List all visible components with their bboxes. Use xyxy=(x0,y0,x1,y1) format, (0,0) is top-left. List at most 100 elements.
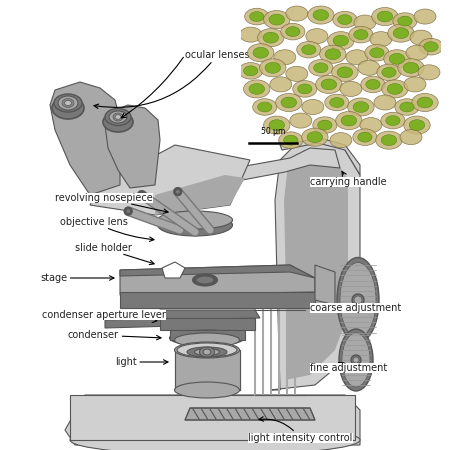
Ellipse shape xyxy=(52,97,84,119)
Ellipse shape xyxy=(333,35,349,46)
Ellipse shape xyxy=(325,49,341,60)
Bar xyxy=(160,318,255,330)
Ellipse shape xyxy=(306,29,328,44)
Ellipse shape xyxy=(337,67,353,78)
Ellipse shape xyxy=(252,99,277,115)
Polygon shape xyxy=(105,318,175,328)
Ellipse shape xyxy=(346,50,368,65)
Ellipse shape xyxy=(354,296,362,304)
Ellipse shape xyxy=(393,28,409,39)
Ellipse shape xyxy=(290,113,312,128)
Ellipse shape xyxy=(286,6,308,21)
Ellipse shape xyxy=(175,382,239,398)
Ellipse shape xyxy=(395,99,419,115)
Ellipse shape xyxy=(354,15,376,30)
Ellipse shape xyxy=(264,116,290,134)
Ellipse shape xyxy=(175,333,239,347)
Ellipse shape xyxy=(342,333,370,387)
Ellipse shape xyxy=(64,100,72,105)
Ellipse shape xyxy=(124,207,132,215)
Bar xyxy=(175,350,240,390)
Ellipse shape xyxy=(199,347,215,357)
Text: light intensity control: light intensity control xyxy=(248,417,352,443)
Ellipse shape xyxy=(177,343,237,357)
Polygon shape xyxy=(185,408,315,420)
Ellipse shape xyxy=(302,128,328,146)
Ellipse shape xyxy=(275,94,302,112)
Ellipse shape xyxy=(417,97,433,108)
Bar xyxy=(70,395,355,440)
Polygon shape xyxy=(90,145,250,215)
Polygon shape xyxy=(280,138,360,175)
Ellipse shape xyxy=(249,84,265,94)
Text: objective lens: objective lens xyxy=(60,217,154,242)
Text: condenser: condenser xyxy=(68,330,161,340)
Ellipse shape xyxy=(353,102,369,112)
Polygon shape xyxy=(195,148,340,188)
Ellipse shape xyxy=(297,84,312,94)
Ellipse shape xyxy=(187,347,227,357)
Ellipse shape xyxy=(381,112,405,129)
Ellipse shape xyxy=(341,115,357,126)
Ellipse shape xyxy=(139,192,144,197)
Ellipse shape xyxy=(194,348,220,356)
Ellipse shape xyxy=(381,135,397,146)
Ellipse shape xyxy=(377,64,401,81)
Ellipse shape xyxy=(354,30,368,40)
Text: condenser aperture lever: condenser aperture lever xyxy=(42,310,166,323)
Ellipse shape xyxy=(348,98,374,116)
Ellipse shape xyxy=(358,60,380,75)
Ellipse shape xyxy=(279,132,303,148)
Ellipse shape xyxy=(284,135,298,145)
Ellipse shape xyxy=(314,63,328,73)
Ellipse shape xyxy=(400,130,422,145)
Ellipse shape xyxy=(398,59,424,77)
Ellipse shape xyxy=(302,45,316,55)
Ellipse shape xyxy=(412,94,438,112)
Ellipse shape xyxy=(309,59,333,76)
Ellipse shape xyxy=(238,63,263,79)
Polygon shape xyxy=(120,265,315,278)
Ellipse shape xyxy=(388,24,414,42)
Ellipse shape xyxy=(264,10,290,29)
Ellipse shape xyxy=(70,425,360,450)
Ellipse shape xyxy=(105,108,131,126)
Polygon shape xyxy=(120,292,315,308)
Ellipse shape xyxy=(315,75,342,94)
Ellipse shape xyxy=(406,45,428,60)
Ellipse shape xyxy=(330,98,344,108)
Polygon shape xyxy=(162,262,185,278)
Ellipse shape xyxy=(365,45,389,61)
Polygon shape xyxy=(284,150,348,380)
Ellipse shape xyxy=(286,66,308,81)
Ellipse shape xyxy=(409,120,425,130)
Ellipse shape xyxy=(269,120,284,130)
Ellipse shape xyxy=(336,112,362,130)
Ellipse shape xyxy=(269,14,284,25)
Ellipse shape xyxy=(302,99,324,115)
Ellipse shape xyxy=(328,32,354,50)
Ellipse shape xyxy=(138,191,146,199)
Ellipse shape xyxy=(243,66,258,76)
Ellipse shape xyxy=(281,97,297,108)
Ellipse shape xyxy=(193,274,217,286)
Ellipse shape xyxy=(196,276,214,284)
Ellipse shape xyxy=(384,50,410,68)
Text: revolving nosepiece: revolving nosepiece xyxy=(55,193,168,213)
Ellipse shape xyxy=(62,99,74,108)
Text: ocular lenses: ocular lenses xyxy=(94,50,250,108)
Ellipse shape xyxy=(400,102,414,112)
Ellipse shape xyxy=(338,14,352,25)
Ellipse shape xyxy=(418,65,440,80)
Ellipse shape xyxy=(389,54,405,64)
Text: stage: stage xyxy=(40,273,114,283)
Ellipse shape xyxy=(175,342,239,358)
Text: slide holder: slide holder xyxy=(75,243,154,265)
Ellipse shape xyxy=(353,357,359,363)
Ellipse shape xyxy=(158,214,233,236)
Ellipse shape xyxy=(126,209,131,214)
Ellipse shape xyxy=(398,16,412,26)
Ellipse shape xyxy=(308,6,334,24)
Ellipse shape xyxy=(340,262,376,338)
Ellipse shape xyxy=(366,79,380,90)
